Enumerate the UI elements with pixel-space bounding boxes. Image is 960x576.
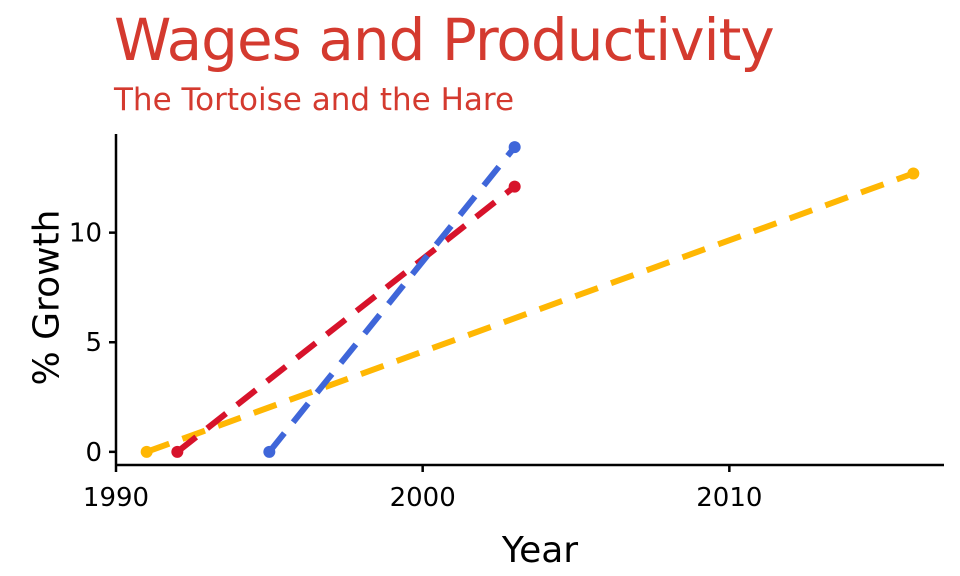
x-axis-title: Year <box>501 530 578 571</box>
series-1-point <box>140 445 153 458</box>
x-tick-label: 2010 <box>696 483 762 513</box>
series-3-point <box>263 445 276 458</box>
x-tick-label: 2000 <box>390 483 456 513</box>
series-2-point <box>508 180 521 193</box>
series-line-1 <box>145 170 915 455</box>
y-axis-title: % Growth <box>27 210 68 386</box>
y-tick-label: 10 <box>69 219 102 249</box>
y-axis-ticks: 0 5 10 <box>69 219 116 468</box>
chart-subtitle: The Tortoise and the Hare <box>114 82 515 118</box>
chart-title: Wages and Productivity <box>114 6 775 74</box>
series-1-point <box>907 167 920 180</box>
y-tick-label: 0 <box>85 438 102 468</box>
x-axis-ticks: 1990 2000 2010 <box>83 465 762 513</box>
x-tick-label: 1990 <box>83 483 149 513</box>
y-tick-label: 5 <box>85 328 102 358</box>
series-line-2 <box>175 184 517 455</box>
series-3-point <box>508 141 521 154</box>
series-layer <box>140 141 920 458</box>
series-line-3 <box>266 145 518 454</box>
series-2-point <box>171 445 184 458</box>
